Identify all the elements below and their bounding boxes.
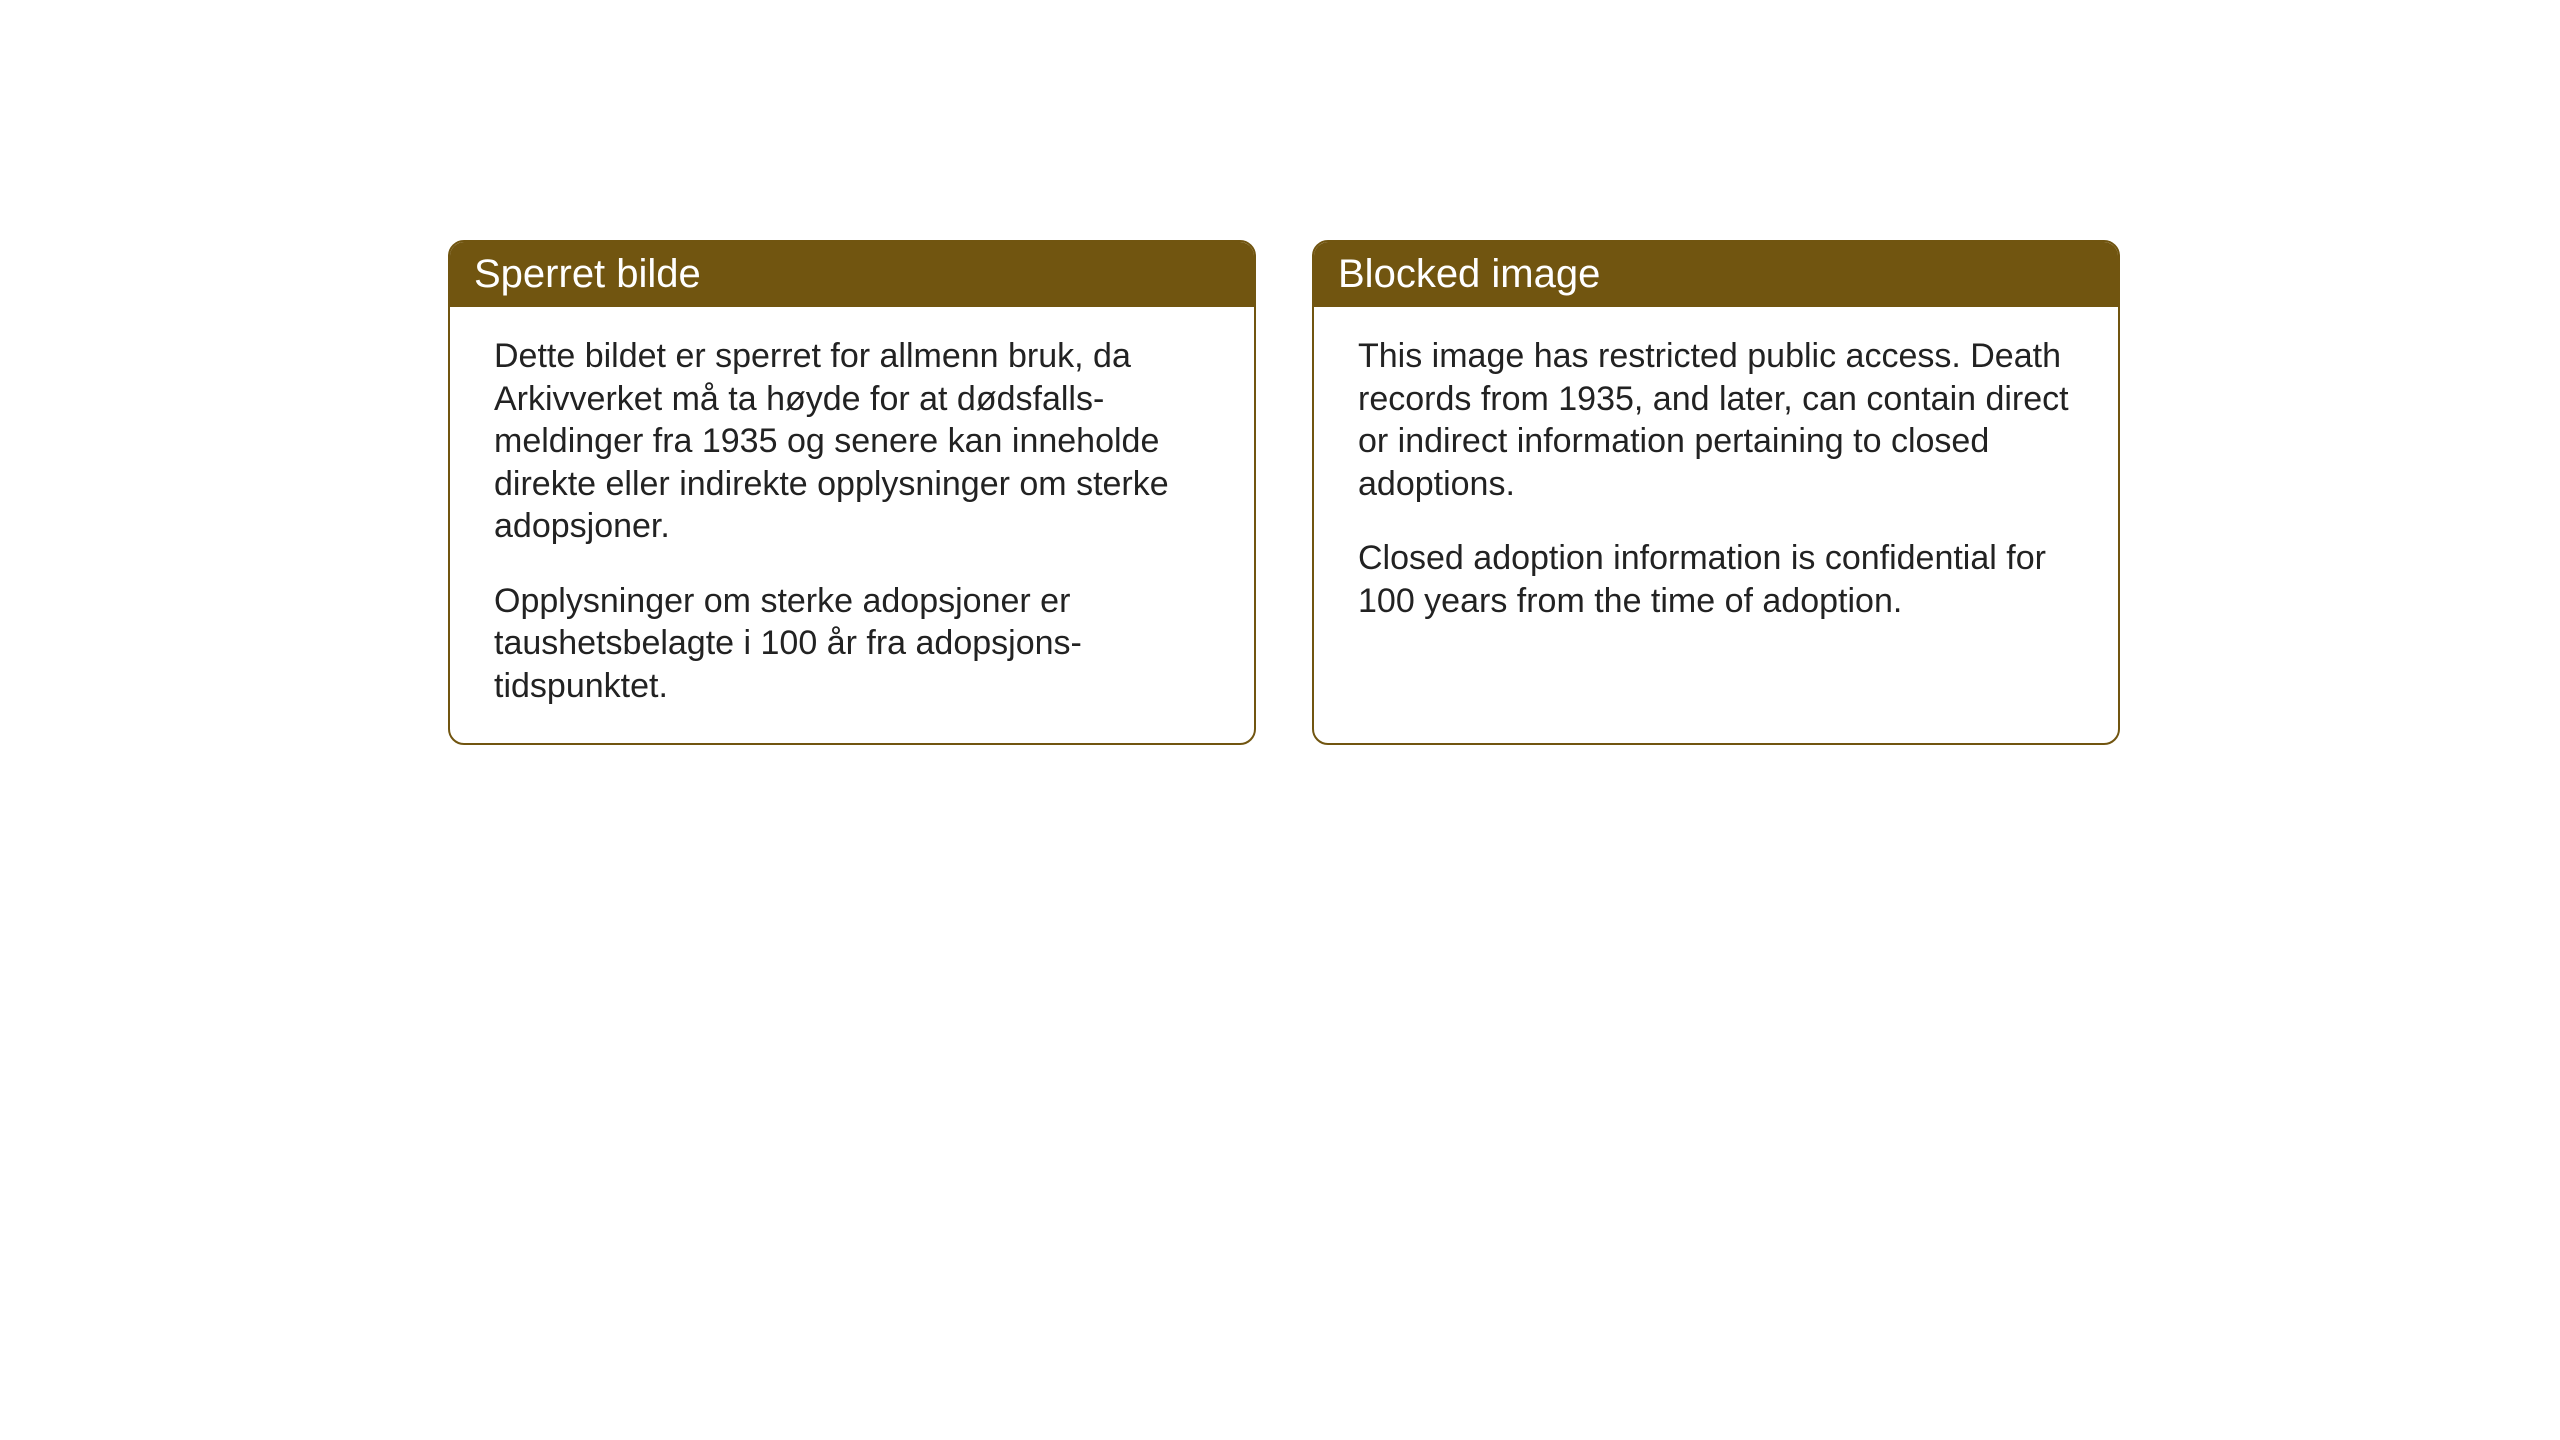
card-header-english: Blocked image xyxy=(1314,242,2118,307)
card-paragraph-1-norwegian: Dette bildet er sperret for allmenn bruk… xyxy=(494,335,1210,548)
notice-card-norwegian: Sperret bilde Dette bildet er sperret fo… xyxy=(448,240,1256,745)
card-paragraph-1-english: This image has restricted public access.… xyxy=(1358,335,2074,505)
card-body-english: This image has restricted public access.… xyxy=(1314,307,2118,708)
card-header-norwegian: Sperret bilde xyxy=(450,242,1254,307)
card-paragraph-2-norwegian: Opplysninger om sterke adopsjoner er tau… xyxy=(494,580,1210,708)
card-paragraph-2-english: Closed adoption information is confident… xyxy=(1358,537,2074,622)
notice-cards-container: Sperret bilde Dette bildet er sperret fo… xyxy=(448,240,2120,745)
card-body-norwegian: Dette bildet er sperret for allmenn bruk… xyxy=(450,307,1254,743)
notice-card-english: Blocked image This image has restricted … xyxy=(1312,240,2120,745)
